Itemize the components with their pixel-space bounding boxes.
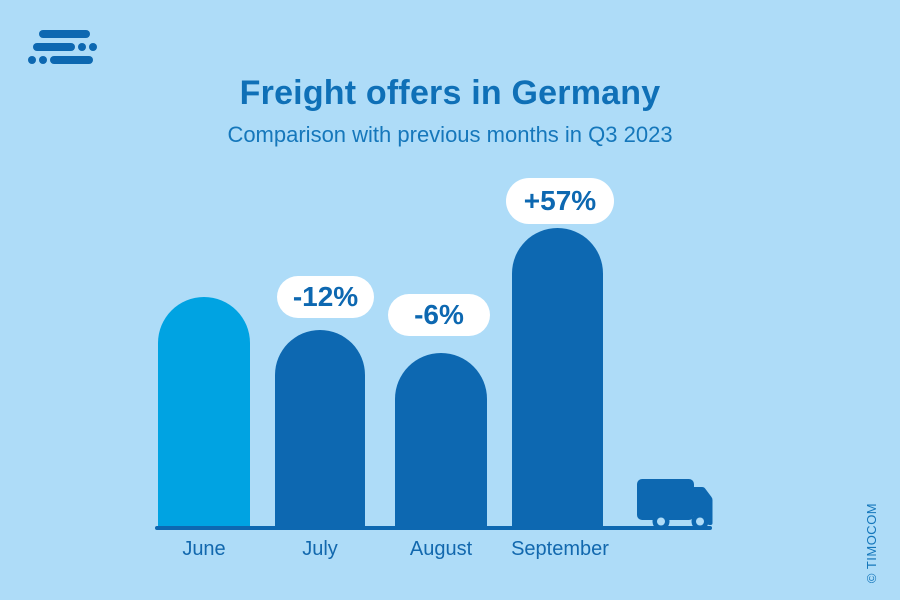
change-value: -12% [292, 281, 359, 312]
bar-label-august: August [409, 538, 473, 560]
change-bubble-august: -6% [388, 294, 490, 336]
change-value: +57% [523, 185, 597, 216]
logo-dot [78, 43, 86, 51]
logo-dot [89, 43, 97, 51]
page-subtitle: Comparison with previous months in Q3 20… [227, 122, 673, 147]
page-title: Freight offers in Germany [239, 74, 661, 112]
bar-june [158, 297, 250, 527]
logo-row [33, 43, 97, 51]
logo-dot [39, 56, 47, 64]
change-value: -6% [414, 299, 464, 330]
change-bubble-september: +57% [506, 178, 614, 224]
logo-row [28, 56, 97, 64]
chart-baseline [155, 526, 712, 530]
bar-august [395, 353, 487, 527]
logo-dot [28, 56, 36, 64]
copyright-text: © TIMOCOM [864, 502, 879, 584]
logo-pill [33, 43, 75, 51]
timocom-logo-icon [28, 30, 97, 64]
truck-icon [637, 479, 713, 530]
bar-september [512, 228, 603, 527]
change-bubble-july: -12% [277, 276, 374, 318]
logo-pill [39, 30, 90, 38]
bar-july [275, 330, 365, 527]
bar-label-june: June [182, 538, 226, 560]
bar-label-september: September [511, 538, 609, 560]
logo-row [39, 30, 97, 38]
logo-pill [50, 56, 93, 64]
bar-label-july: July [302, 538, 338, 560]
